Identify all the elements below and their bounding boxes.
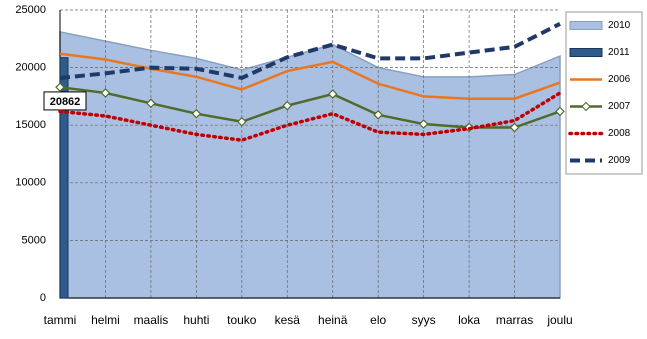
legend-label: 2009 [608,155,631,166]
legend-label: 2008 [608,128,631,139]
data-label: 20862 [50,96,81,108]
legend-marker [581,101,591,112]
x-tick-label: elo [370,313,386,327]
line [59,22,561,81]
marker [373,109,384,120]
x-tick-label: loka [458,313,480,327]
data-label-box [43,91,87,111]
x-tick-label: tammi [44,313,77,327]
y-tick-label: 25000 [15,4,46,16]
marker [509,122,520,133]
marker [327,89,338,99]
legend-swatch [569,21,603,30]
legend-label: 2007 [608,101,631,112]
line [58,91,562,142]
area [59,30,561,299]
legend-box [565,11,643,175]
bar [59,57,69,299]
x-tick-label: huhti [183,313,209,327]
legend-label: 2006 [608,74,631,85]
marker [191,108,202,119]
marker [146,98,156,109]
y-tick-label: 0 [40,292,46,304]
y-tick-label: 20000 [15,62,46,74]
legend-label: 2010 [608,20,631,31]
x-tick-label: kesä [275,313,301,327]
marker [100,88,111,98]
legend-swatch [569,48,603,57]
x-tick-label: helmi [91,313,120,327]
x-tick-label: marras [496,313,533,327]
legend-label: 2011 [608,47,630,58]
y-tick-label: 10000 [15,177,46,189]
marker [282,100,293,111]
legend: 2010 2011 2006 2007 2008 2009 [565,11,643,175]
marker [418,119,429,129]
x-tick-label: maalis [134,313,169,327]
x-tick-label: touko [227,313,257,327]
marker [555,106,565,117]
x-tick-label: heinä [318,313,348,327]
y-tick-label: 15000 [15,119,46,131]
x-tick-label: syys [412,313,436,327]
marker [236,116,247,127]
y-tick-label: 5000 [22,234,46,246]
marker [55,82,65,93]
x-tick-label: joulu [546,313,572,327]
